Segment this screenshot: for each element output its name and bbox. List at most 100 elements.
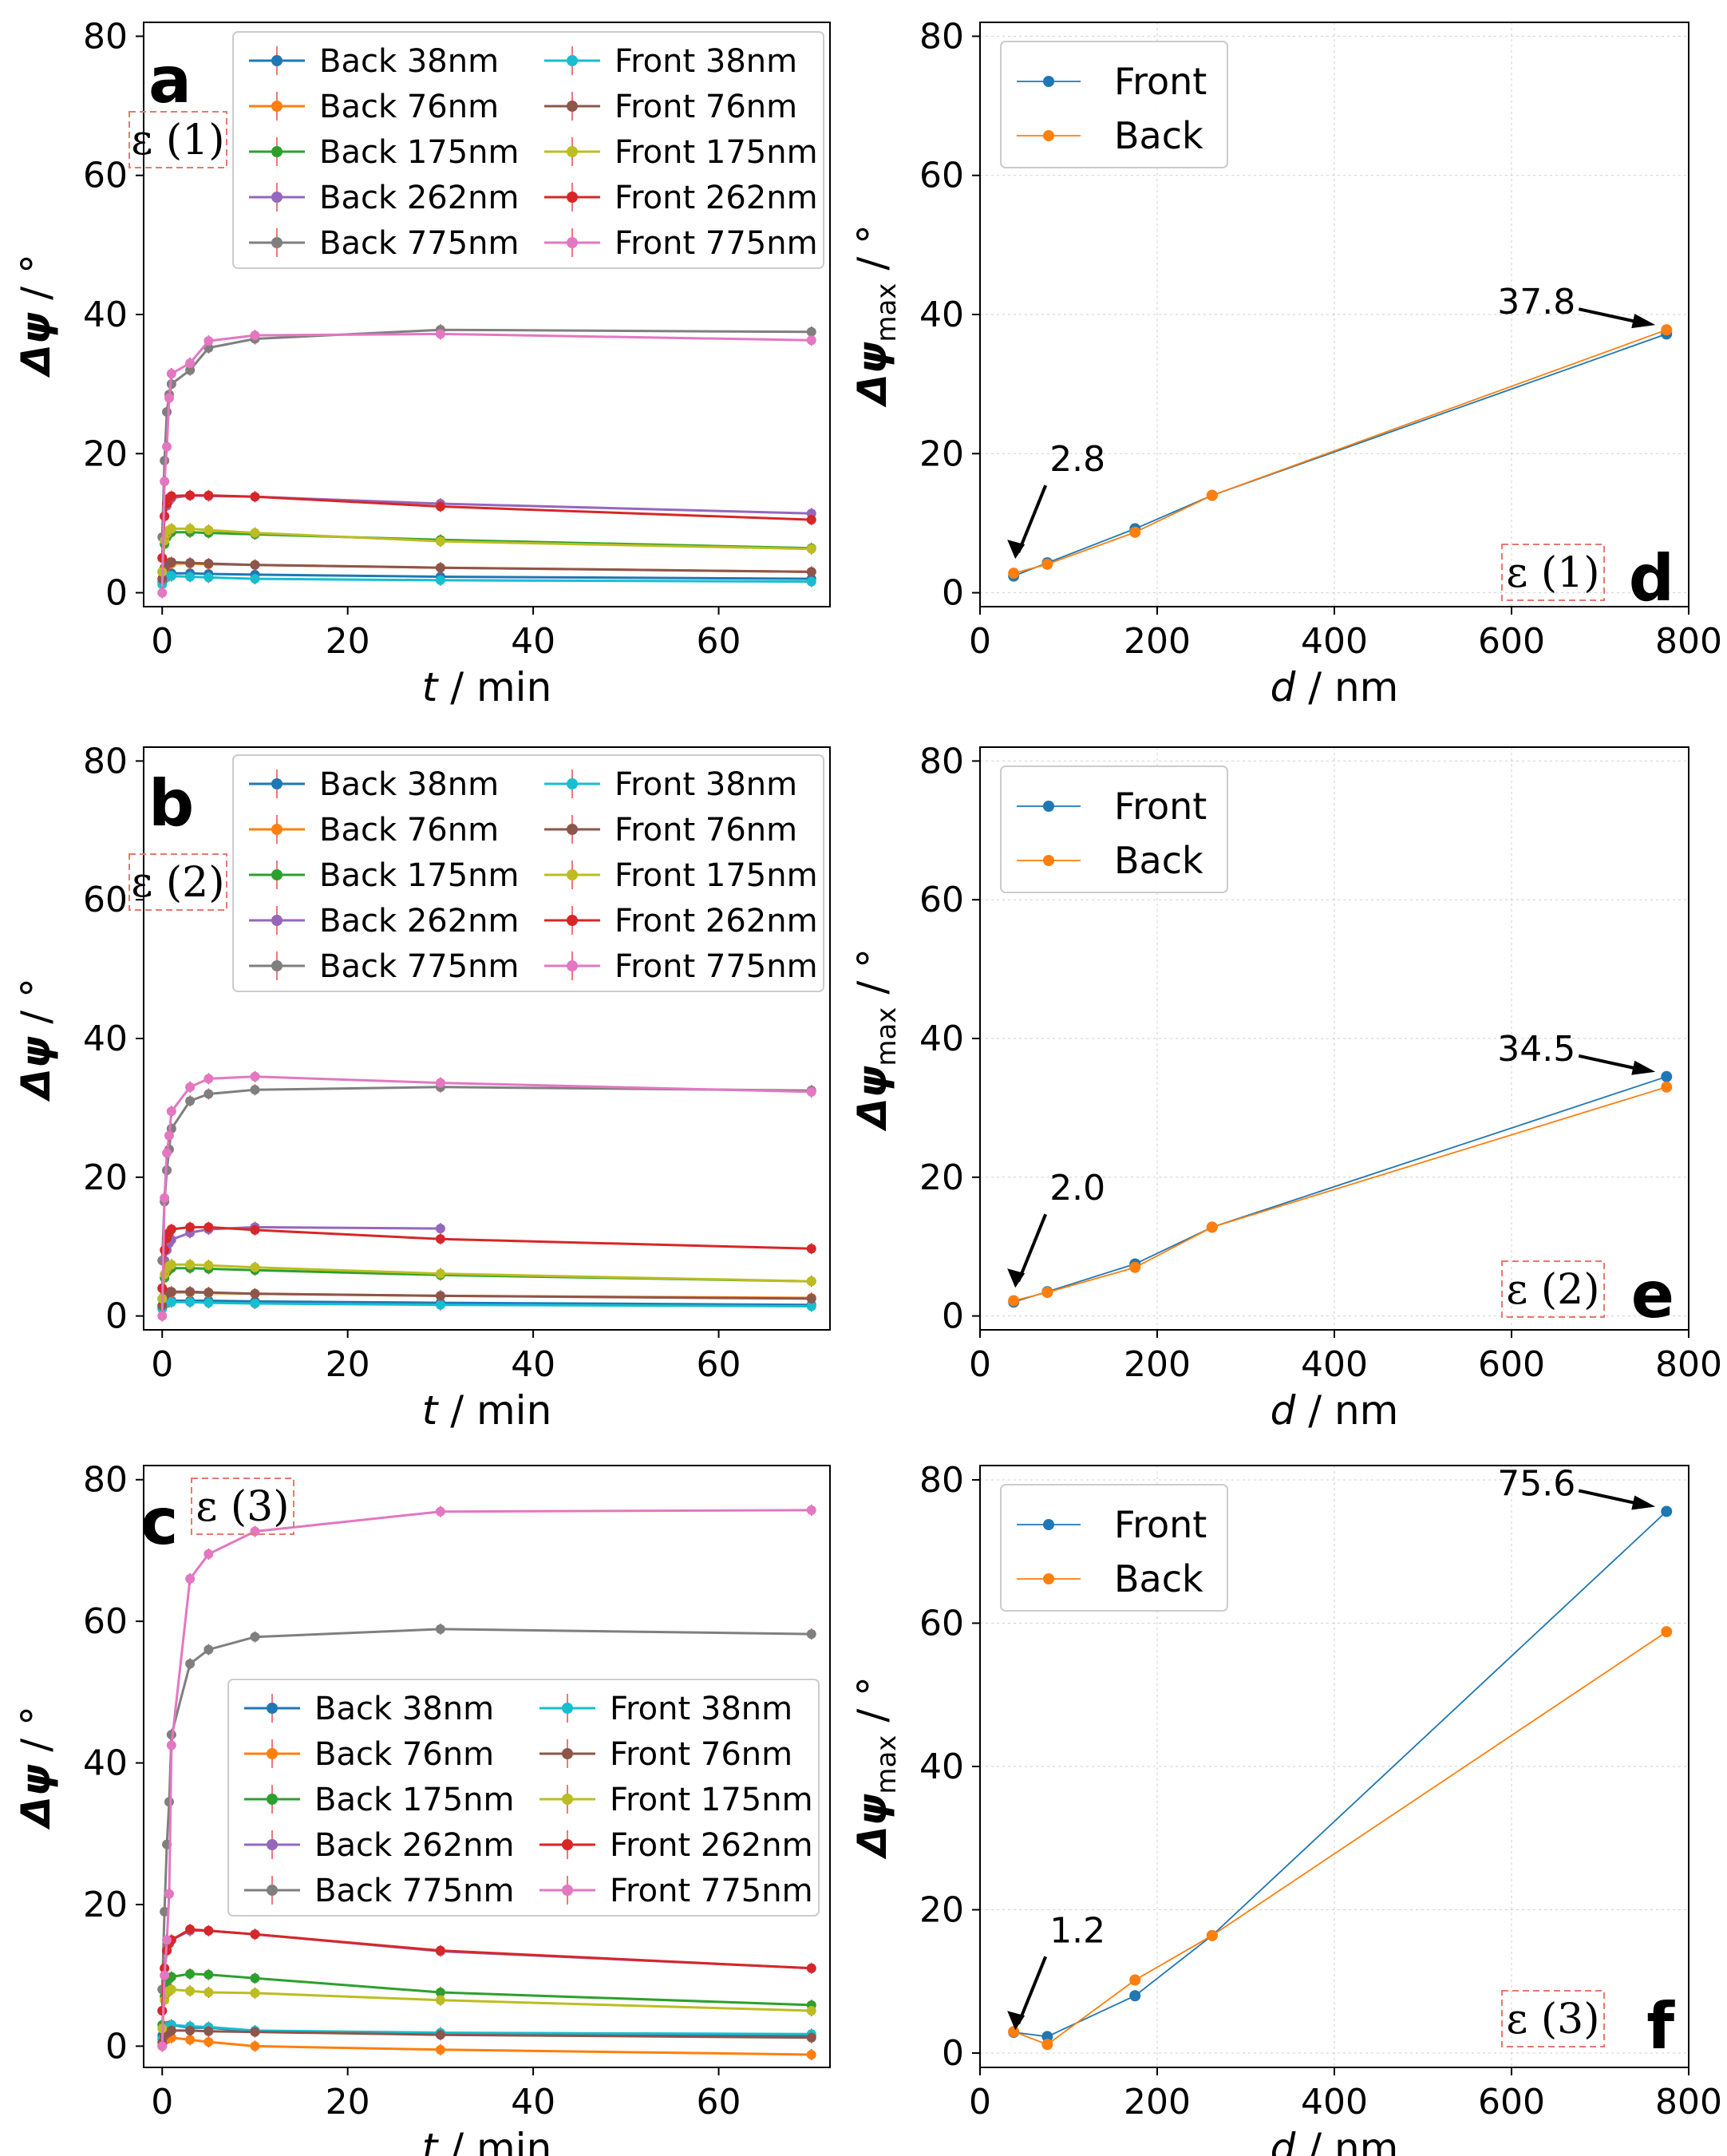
data-point bbox=[435, 1995, 445, 2005]
y-tick-label: 40 bbox=[83, 295, 128, 335]
data-point bbox=[204, 1298, 214, 1308]
data-point bbox=[250, 1071, 260, 1082]
x-tick-label: 0 bbox=[151, 2082, 173, 2122]
data-point bbox=[806, 1505, 816, 1515]
x-axis-label: d / nm bbox=[1271, 664, 1399, 710]
legend-label: Back 76nm bbox=[319, 812, 499, 849]
data-point bbox=[1206, 1929, 1218, 1941]
legend-swatch-marker bbox=[1043, 1519, 1054, 1530]
panel-d: 0 200 400 600 800 0 20 40 60 80 d / nm Δψmax / ° d ε … bbox=[849, 16, 1722, 710]
data-point bbox=[204, 2037, 214, 2047]
legend-swatch-marker bbox=[567, 778, 578, 789]
legend-label: Back 775nm bbox=[319, 225, 520, 262]
data-point bbox=[185, 572, 196, 582]
data-point bbox=[204, 1288, 214, 1298]
y-tick-label: 0 bbox=[105, 573, 128, 614]
data-point bbox=[164, 393, 174, 403]
data-point bbox=[166, 1287, 176, 1297]
data-point bbox=[806, 1629, 816, 1640]
panel-letter: e bbox=[1631, 1258, 1674, 1332]
data-point bbox=[1129, 1974, 1141, 1986]
plot-frame bbox=[979, 22, 1689, 607]
data-point bbox=[1661, 1070, 1673, 1082]
annotation-arrowhead bbox=[1631, 1060, 1656, 1075]
legend-swatch-marker bbox=[271, 146, 283, 157]
panel-letter: b bbox=[148, 766, 194, 841]
legend-label: Front 76nm bbox=[610, 1736, 792, 1773]
data-point bbox=[1008, 1295, 1020, 1307]
annotation-label: 75.6 bbox=[1497, 1463, 1575, 1504]
epsilon-box bbox=[191, 1478, 294, 1535]
y-tick-label: 60 bbox=[83, 156, 128, 196]
x-tick-label: 0 bbox=[151, 1344, 173, 1385]
data-point bbox=[204, 572, 214, 583]
series-line bbox=[160, 1086, 812, 1261]
y-tick-label: 0 bbox=[942, 2033, 964, 2074]
x-axis-unit: / min bbox=[437, 664, 551, 710]
legend-label: Front 775nm bbox=[615, 948, 818, 985]
data-point bbox=[185, 1260, 196, 1270]
epsilon-box bbox=[128, 111, 227, 168]
x-axis-unit: / nm bbox=[1295, 664, 1398, 710]
legend-swatch-marker bbox=[267, 1794, 278, 1805]
data-point bbox=[204, 1969, 214, 1980]
legend-swatch-marker bbox=[567, 55, 578, 66]
series-front-175nm bbox=[157, 523, 816, 578]
y-tick-label: 80 bbox=[83, 16, 128, 57]
data-point bbox=[166, 2025, 176, 2035]
series-line bbox=[160, 332, 812, 593]
x-axis-label: t / min bbox=[422, 2125, 552, 2156]
data-point bbox=[806, 1301, 816, 1311]
data-point bbox=[185, 1968, 196, 1979]
legend-swatch-marker bbox=[271, 192, 283, 203]
annotation-label: 2.8 bbox=[1049, 439, 1105, 480]
series-line bbox=[1013, 333, 1667, 577]
data-point bbox=[806, 2032, 816, 2043]
series-line bbox=[160, 1628, 812, 1990]
series-back-775nm bbox=[157, 1081, 816, 1267]
legend: Back 38nm Back 76nm Back 175nm Back 262nm Ba… bbox=[232, 31, 824, 269]
legend: Back 38nm Back 76nm Back 175nm Back 262nm Ba… bbox=[227, 1679, 820, 1917]
data-point bbox=[166, 557, 176, 568]
data-point bbox=[204, 1644, 214, 1655]
data-point bbox=[250, 528, 260, 538]
epsilon-box bbox=[128, 853, 227, 911]
data-point bbox=[1661, 1081, 1673, 1093]
data-point bbox=[1661, 1626, 1673, 1638]
series-back bbox=[1008, 324, 1673, 580]
data-point bbox=[185, 558, 196, 568]
data-point bbox=[435, 1291, 445, 1301]
legend-box bbox=[227, 1679, 820, 1917]
legend-swatch-marker bbox=[567, 146, 578, 157]
data-point bbox=[185, 490, 196, 500]
x-axis-unit: / nm bbox=[1295, 2125, 1398, 2156]
x-tick-label: 0 bbox=[969, 621, 991, 662]
data-point bbox=[435, 1300, 445, 1310]
epsilon-label: ε (1) bbox=[131, 117, 224, 164]
data-point bbox=[185, 1222, 196, 1232]
data-point bbox=[166, 571, 176, 581]
data-point bbox=[1129, 1990, 1141, 2002]
legend-label: Front 175nm bbox=[615, 134, 818, 171]
legend-swatch-marker bbox=[271, 915, 283, 926]
x-tick-label: 200 bbox=[1124, 2082, 1191, 2122]
x-tick-label: 600 bbox=[1478, 2082, 1545, 2122]
data-point bbox=[166, 1740, 176, 1751]
y-tick-label: 20 bbox=[919, 433, 964, 474]
x-tick-label: 400 bbox=[1301, 2082, 1368, 2122]
series-front-262nm bbox=[157, 489, 816, 564]
y-tick-label: 40 bbox=[83, 1743, 128, 1784]
y-tick-label: 80 bbox=[919, 1460, 964, 1501]
y-axis-unit: / ° bbox=[13, 978, 59, 1037]
data-point bbox=[1661, 1505, 1673, 1517]
legend-swatch-marker bbox=[567, 101, 578, 112]
annotation-arrowhead bbox=[1631, 314, 1656, 329]
epsilon-label: ε (1) bbox=[1506, 549, 1599, 597]
y-tick-label: 20 bbox=[919, 1890, 964, 1931]
legend-label: Back 775nm bbox=[319, 948, 520, 985]
legend-swatch-marker bbox=[271, 824, 283, 835]
y-tick-label: 60 bbox=[919, 1603, 964, 1644]
plot-frame bbox=[143, 22, 831, 607]
data-point bbox=[1041, 2039, 1053, 2051]
series-line bbox=[160, 1928, 812, 2012]
